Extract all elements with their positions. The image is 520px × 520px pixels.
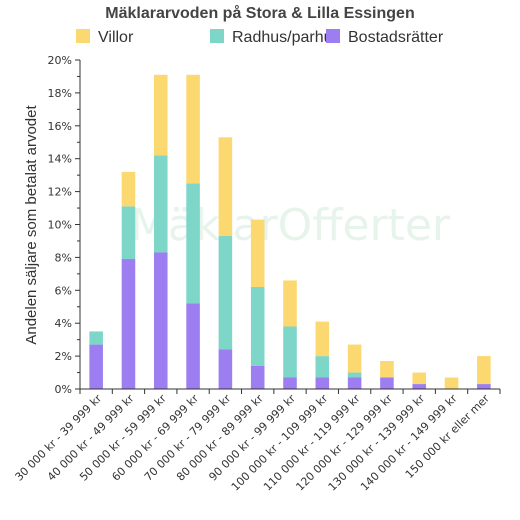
- bar-segment: [347, 344, 362, 373]
- bar-segment: [315, 377, 330, 389]
- bar-segment: [186, 183, 200, 304]
- bar-segment: [380, 377, 394, 389]
- legend-label: Radhus/parhus: [232, 29, 341, 46]
- bar-segment: [250, 287, 265, 366]
- bar-segment: [283, 326, 297, 378]
- bar-segment: [218, 349, 233, 389]
- bar-segment: [380, 361, 394, 378]
- chart-title: Mäklararvoden på Stora & Lilla Essingen: [105, 4, 414, 22]
- bar-segment: [250, 365, 265, 389]
- bar-segment: [315, 321, 330, 357]
- bar-segment: [89, 331, 103, 345]
- axes: 0%2%4%6%8%10%12%14%16%18%20%30 000 kr - …: [13, 54, 501, 494]
- y-tick-label: 16%: [48, 120, 72, 133]
- legend: Villor Radhus/parhus Bostadsrätter: [76, 29, 444, 46]
- bar-segment: [186, 74, 200, 184]
- y-tick-label: 10%: [48, 219, 72, 232]
- bar-segment: [218, 236, 233, 350]
- bar-segment: [153, 252, 168, 389]
- watermark-text: MäklarOfferter: [130, 200, 451, 251]
- y-axis-label: Andelen säljare som betalat arvodet: [23, 105, 40, 345]
- watermark: MäklarOfferter: [130, 200, 451, 251]
- y-tick-label: 18%: [48, 87, 72, 100]
- bar-segment: [347, 377, 362, 389]
- y-tick-label: 6%: [55, 284, 72, 297]
- legend-label: Bostadsrätter: [348, 29, 444, 46]
- bar-segment: [444, 377, 459, 389]
- legend-label: Villor: [98, 29, 134, 46]
- legend-item[interactable]: Bostadsrätter: [326, 29, 444, 46]
- bar-segment: [89, 344, 103, 389]
- bar-segment: [250, 219, 265, 288]
- bar-segment: [121, 171, 136, 207]
- y-tick-label: 8%: [55, 251, 72, 264]
- bar-segment: [121, 259, 136, 389]
- y-tick-label: 20%: [48, 54, 72, 67]
- bar-segment: [186, 303, 200, 389]
- bar-segment: [283, 280, 297, 327]
- bar-segment: [412, 384, 427, 389]
- bar-segment: [315, 356, 330, 378]
- bar-segment: [218, 137, 233, 237]
- y-tick-label: 4%: [55, 317, 72, 330]
- legend-swatch: [326, 29, 340, 43]
- legend-item[interactable]: Radhus/parhus: [210, 29, 341, 46]
- bar-segment: [121, 206, 136, 260]
- bar-segment: [153, 74, 168, 156]
- bar-segment: [412, 372, 427, 385]
- legend-swatch: [210, 29, 224, 43]
- bar-segment: [153, 155, 168, 253]
- legend-item[interactable]: Villor: [76, 29, 134, 46]
- bar-segment: [477, 384, 491, 389]
- bar-segment: [477, 356, 491, 385]
- bar-segment: [283, 377, 297, 389]
- y-tick-label: 14%: [48, 153, 72, 166]
- bar-segment: [347, 372, 362, 378]
- bars-layer: [89, 74, 491, 389]
- y-tick-label: 12%: [48, 186, 72, 199]
- y-tick-label: 0%: [55, 383, 72, 396]
- legend-swatch: [76, 29, 90, 43]
- y-tick-label: 2%: [55, 350, 72, 363]
